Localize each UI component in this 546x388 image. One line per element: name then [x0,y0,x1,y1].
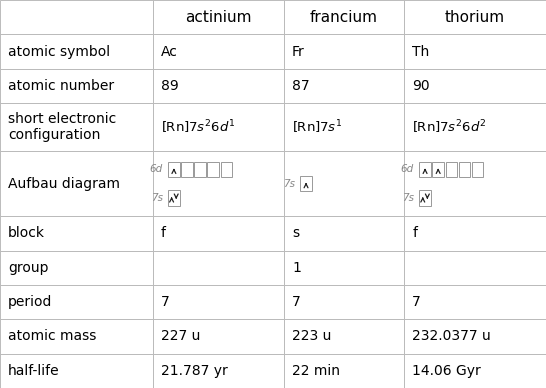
Bar [284,151,404,216]
Text: 7s: 7s [151,193,163,203]
Bar [404,285,546,319]
Text: atomic symbol: atomic symbol [8,45,110,59]
Bar [284,285,404,319]
Text: atomic number: atomic number [8,79,114,93]
Text: francium: francium [310,10,378,25]
Bar [153,103,284,151]
Bar [153,285,284,319]
Bar [153,35,284,69]
Bar [153,319,284,353]
Bar [0,151,153,216]
Text: actinium: actinium [185,10,252,25]
Text: Ac: Ac [161,45,178,59]
Bar [221,162,232,177]
Text: thorium: thorium [445,10,505,25]
Bar [459,162,470,177]
Bar [168,162,180,177]
Text: 7: 7 [292,295,301,309]
Bar [153,216,284,251]
Bar [207,162,219,177]
Bar [419,190,431,206]
Bar [153,151,284,216]
Bar [404,35,546,69]
Bar [284,0,404,35]
Bar [284,69,404,103]
Bar [284,251,404,285]
Bar [0,285,153,319]
Bar [0,35,153,69]
Bar [404,151,546,216]
Bar [0,319,153,353]
Text: $\rm [Rn]7\mathit{s}^2\rm 6\mathit{d}^2$: $\rm [Rn]7\mathit{s}^2\rm 6\mathit{d}^2$ [412,118,486,136]
Text: 90: 90 [412,79,430,93]
Bar [0,0,153,35]
Text: atomic mass: atomic mass [8,329,97,343]
Text: s: s [292,226,299,241]
Bar [284,103,404,151]
Bar [419,162,431,177]
Text: 232.0377 u: 232.0377 u [412,329,491,343]
Bar [404,69,546,103]
Bar [0,103,153,151]
Text: 7s: 7s [283,179,295,189]
Bar [153,0,284,35]
Bar [284,353,404,388]
Text: 22 min: 22 min [292,364,340,378]
Bar [181,162,193,177]
Bar [0,251,153,285]
Text: f: f [161,226,166,241]
Bar [404,251,546,285]
Text: short electronic
configuration: short electronic configuration [8,112,116,142]
Bar [300,176,312,192]
Bar [153,251,284,285]
Text: 6d: 6d [150,165,163,175]
Bar [0,216,153,251]
Text: f: f [412,226,417,241]
Bar [0,353,153,388]
Text: 21.787 yr: 21.787 yr [161,364,228,378]
Text: 7: 7 [412,295,421,309]
Bar [194,162,206,177]
Text: group: group [8,261,49,275]
Text: $\rm [Rn]7\mathit{s}^1$: $\rm [Rn]7\mathit{s}^1$ [292,118,342,136]
Text: 6d: 6d [401,165,414,175]
Bar [472,162,483,177]
Bar [284,319,404,353]
Bar [404,216,546,251]
Bar [168,190,180,206]
Text: half-life: half-life [8,364,60,378]
Bar [404,103,546,151]
Text: Th: Th [412,45,430,59]
Bar [404,319,546,353]
Bar [446,162,457,177]
Text: 227 u: 227 u [161,329,200,343]
Bar [0,69,153,103]
Text: period: period [8,295,52,309]
Text: $\rm [Rn]7\mathit{s}^2\rm 6\mathit{d}^1$: $\rm [Rn]7\mathit{s}^2\rm 6\mathit{d}^1$ [161,118,236,136]
Text: 223 u: 223 u [292,329,331,343]
Text: 14.06 Gyr: 14.06 Gyr [412,364,481,378]
Text: 7: 7 [161,295,170,309]
Text: 87: 87 [292,79,310,93]
Bar [284,35,404,69]
Bar [404,0,546,35]
Text: block: block [8,226,45,241]
Bar [153,353,284,388]
Text: Fr: Fr [292,45,305,59]
Text: 89: 89 [161,79,179,93]
Bar [153,69,284,103]
Bar [284,216,404,251]
Text: Aufbau diagram: Aufbau diagram [8,177,120,191]
Text: 1: 1 [292,261,301,275]
Bar [404,353,546,388]
Text: 7s: 7s [402,193,414,203]
Bar [432,162,444,177]
